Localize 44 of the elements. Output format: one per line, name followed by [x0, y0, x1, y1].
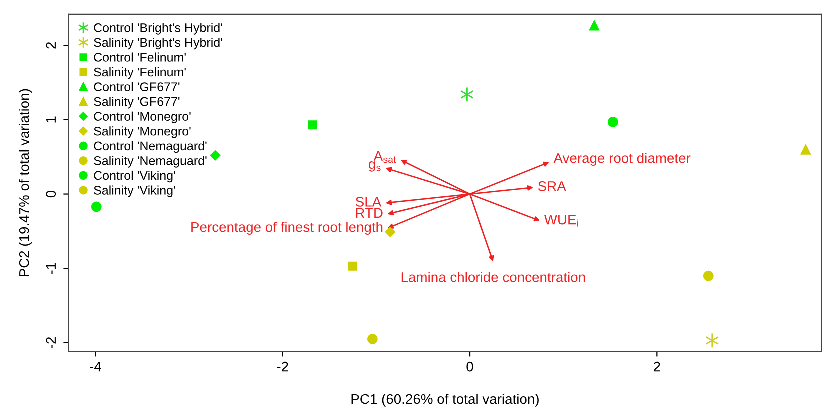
legend-label: Salinity 'Monegro' — [94, 126, 191, 138]
legend-label: Salinity 'Felinum' — [94, 68, 186, 80]
annotation: g$_{s}$ — [369, 162, 381, 172]
point — [210, 150, 221, 161]
legend-label: Control 'GF677' — [94, 82, 180, 92]
y-tick-label: -2 — [46, 337, 56, 348]
legend-label: Control 'Nemaguard' — [94, 141, 207, 154]
point — [703, 270, 714, 282]
annotation: RTD — [356, 208, 383, 218]
annotation: Percentage of finest root length — [192, 222, 383, 235]
annotation: Lamina chloride concentration — [402, 272, 586, 282]
point — [589, 20, 600, 31]
legend-label: Control 'Felinum' — [94, 52, 186, 62]
point — [800, 144, 812, 155]
point — [91, 202, 102, 212]
legend-label: Control 'Bright's Hybrid' — [94, 23, 222, 35]
y-tick-label: 1 — [46, 116, 56, 123]
point — [367, 334, 378, 344]
annotation: Average root diameter — [554, 153, 691, 166]
point — [348, 262, 358, 271]
legend-label: Salinity 'Bright's Hybrid' — [94, 38, 222, 50]
annotation: WUE$_{i}$ — [544, 215, 578, 227]
legend-label: Salinity 'Viking' — [94, 186, 176, 198]
annotation: SLA — [356, 197, 382, 207]
y-tick-label: 0 — [46, 190, 56, 198]
legend-label: Control 'Viking' — [94, 170, 176, 183]
y-tick-label: -1 — [46, 263, 56, 274]
x-axis-title: PC1 (60.26% of total variation) — [352, 394, 539, 407]
point — [706, 333, 720, 348]
point — [608, 116, 618, 128]
x-tick-label: -2 — [277, 362, 288, 372]
legend-label: Salinity 'Nemaguard' — [94, 156, 207, 168]
point — [308, 120, 318, 130]
x-tick-label: 0 — [466, 362, 474, 372]
annotation: SRA — [538, 181, 566, 192]
annotation: A$_{sat}$ — [374, 151, 396, 164]
x-tick-label: -4 — [90, 362, 102, 372]
point — [385, 226, 396, 238]
legend-label: Control 'Monegro' — [94, 112, 191, 124]
y-axis-title: PC2 (19.47% of total variation) — [19, 89, 32, 277]
x-tick-label: 2 — [654, 362, 660, 372]
y-tick-label: 2 — [46, 42, 56, 49]
legend-label: Salinity 'GF677' — [94, 97, 180, 109]
point — [460, 87, 474, 102]
